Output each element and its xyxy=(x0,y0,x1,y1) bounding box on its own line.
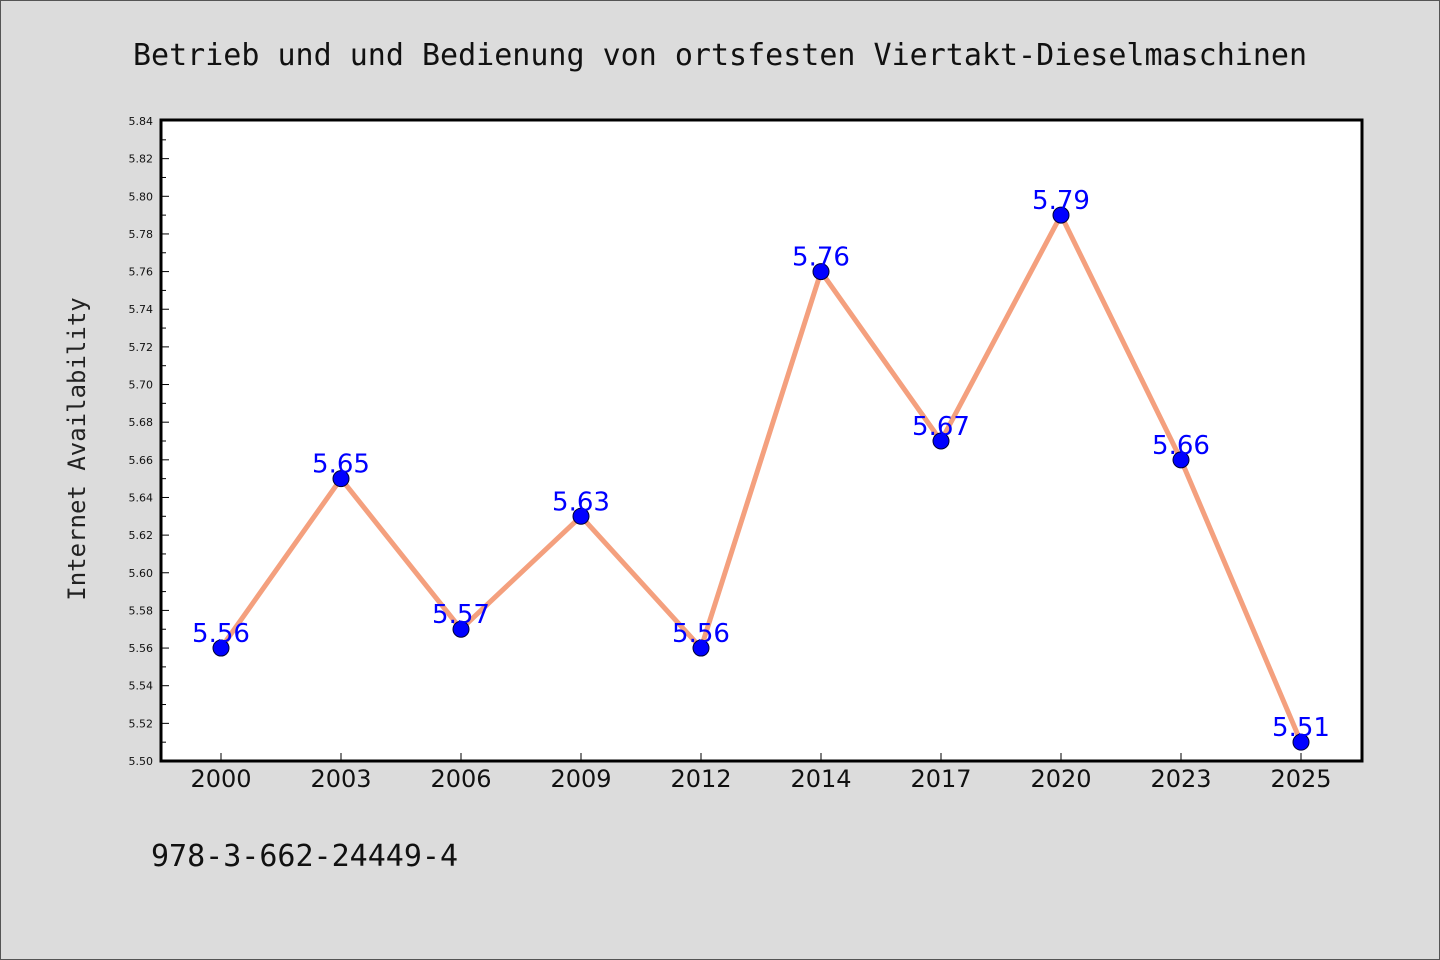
data-label: 5.57 xyxy=(432,600,490,630)
isbn-text: 978-3-662-24449-4 xyxy=(151,839,458,874)
data-point-marker xyxy=(1052,206,1070,224)
data-point-marker xyxy=(452,620,470,638)
x-tick-label: 2009 xyxy=(550,765,611,793)
data-label: 5.76 xyxy=(792,243,850,273)
x-tick-label: 2006 xyxy=(430,765,491,793)
data-point-marker xyxy=(572,507,590,525)
x-tick-label: 2012 xyxy=(670,765,731,793)
y-tick-label: 5.62 xyxy=(129,529,154,542)
data-point-marker xyxy=(1292,733,1310,751)
data-point-marker xyxy=(1172,451,1190,469)
data-point-marker xyxy=(692,639,710,657)
y-tick-label: 5.74 xyxy=(129,303,154,316)
data-point-marker xyxy=(212,639,230,657)
data-point-marker xyxy=(812,263,830,281)
data-label: 5.66 xyxy=(1152,431,1210,461)
y-tick-label: 5.52 xyxy=(129,717,154,730)
x-tick-label: 2023 xyxy=(1150,765,1211,793)
x-tick-label: 2017 xyxy=(910,765,971,793)
y-tick-label: 5.54 xyxy=(129,680,154,693)
data-point-marker xyxy=(932,432,950,450)
plot-area xyxy=(159,118,1364,763)
y-axis-label: Internet Availability xyxy=(63,297,91,600)
data-label: 5.51 xyxy=(1272,713,1330,743)
y-tick-label: 5.76 xyxy=(129,266,154,279)
y-tick-label: 5.56 xyxy=(129,642,154,655)
x-tick-label: 2020 xyxy=(1030,765,1091,793)
x-tick-label: 2003 xyxy=(310,765,371,793)
y-axis-ticks: 5.50 5.52 5.54 5.56 5.58 5.60 5.62 5.64 5.66 5.68… xyxy=(129,115,169,768)
y-tick-label: 5.64 xyxy=(129,491,154,504)
data-label: 5.67 xyxy=(912,412,970,442)
series-group: 5.56 5.65 5.57 5.63 5.56 5.76 5.67 5.79 5.66 5.51 xyxy=(192,186,1330,751)
data-label: 5.63 xyxy=(552,487,610,517)
y-tick-label: 5.78 xyxy=(129,228,154,241)
x-tick-label: 2000 xyxy=(190,765,251,793)
data-label: 5.56 xyxy=(192,619,250,649)
y-tick-label: 5.84 xyxy=(129,115,154,128)
y-tick-label: 5.70 xyxy=(129,379,154,392)
x-tick-label: 2014 xyxy=(790,765,851,793)
series-line xyxy=(218,212,1304,744)
data-label: 5.79 xyxy=(1032,186,1090,216)
y-tick-label: 5.72 xyxy=(129,341,154,354)
x-axis-ticks: 2000 2003 2006 2009 2012 2014 2017 2020 2023 2025 xyxy=(190,753,1332,793)
y-tick-label: 5.82 xyxy=(129,153,154,166)
y-tick-label: 5.50 xyxy=(129,755,154,768)
chart-title: Betrieb und und Bedienung von ortsfesten… xyxy=(133,38,1307,73)
y-tick-label: 5.80 xyxy=(129,190,154,203)
data-point-marker xyxy=(332,470,350,488)
y-tick-label: 5.66 xyxy=(129,454,154,467)
y-tick-label: 5.68 xyxy=(129,416,154,429)
y-tick-label: 5.60 xyxy=(129,567,154,580)
x-tick-label: 2025 xyxy=(1270,765,1331,793)
data-label: 5.65 xyxy=(312,450,370,480)
data-label: 5.56 xyxy=(672,619,730,649)
y-tick-label: 5.58 xyxy=(129,604,154,617)
